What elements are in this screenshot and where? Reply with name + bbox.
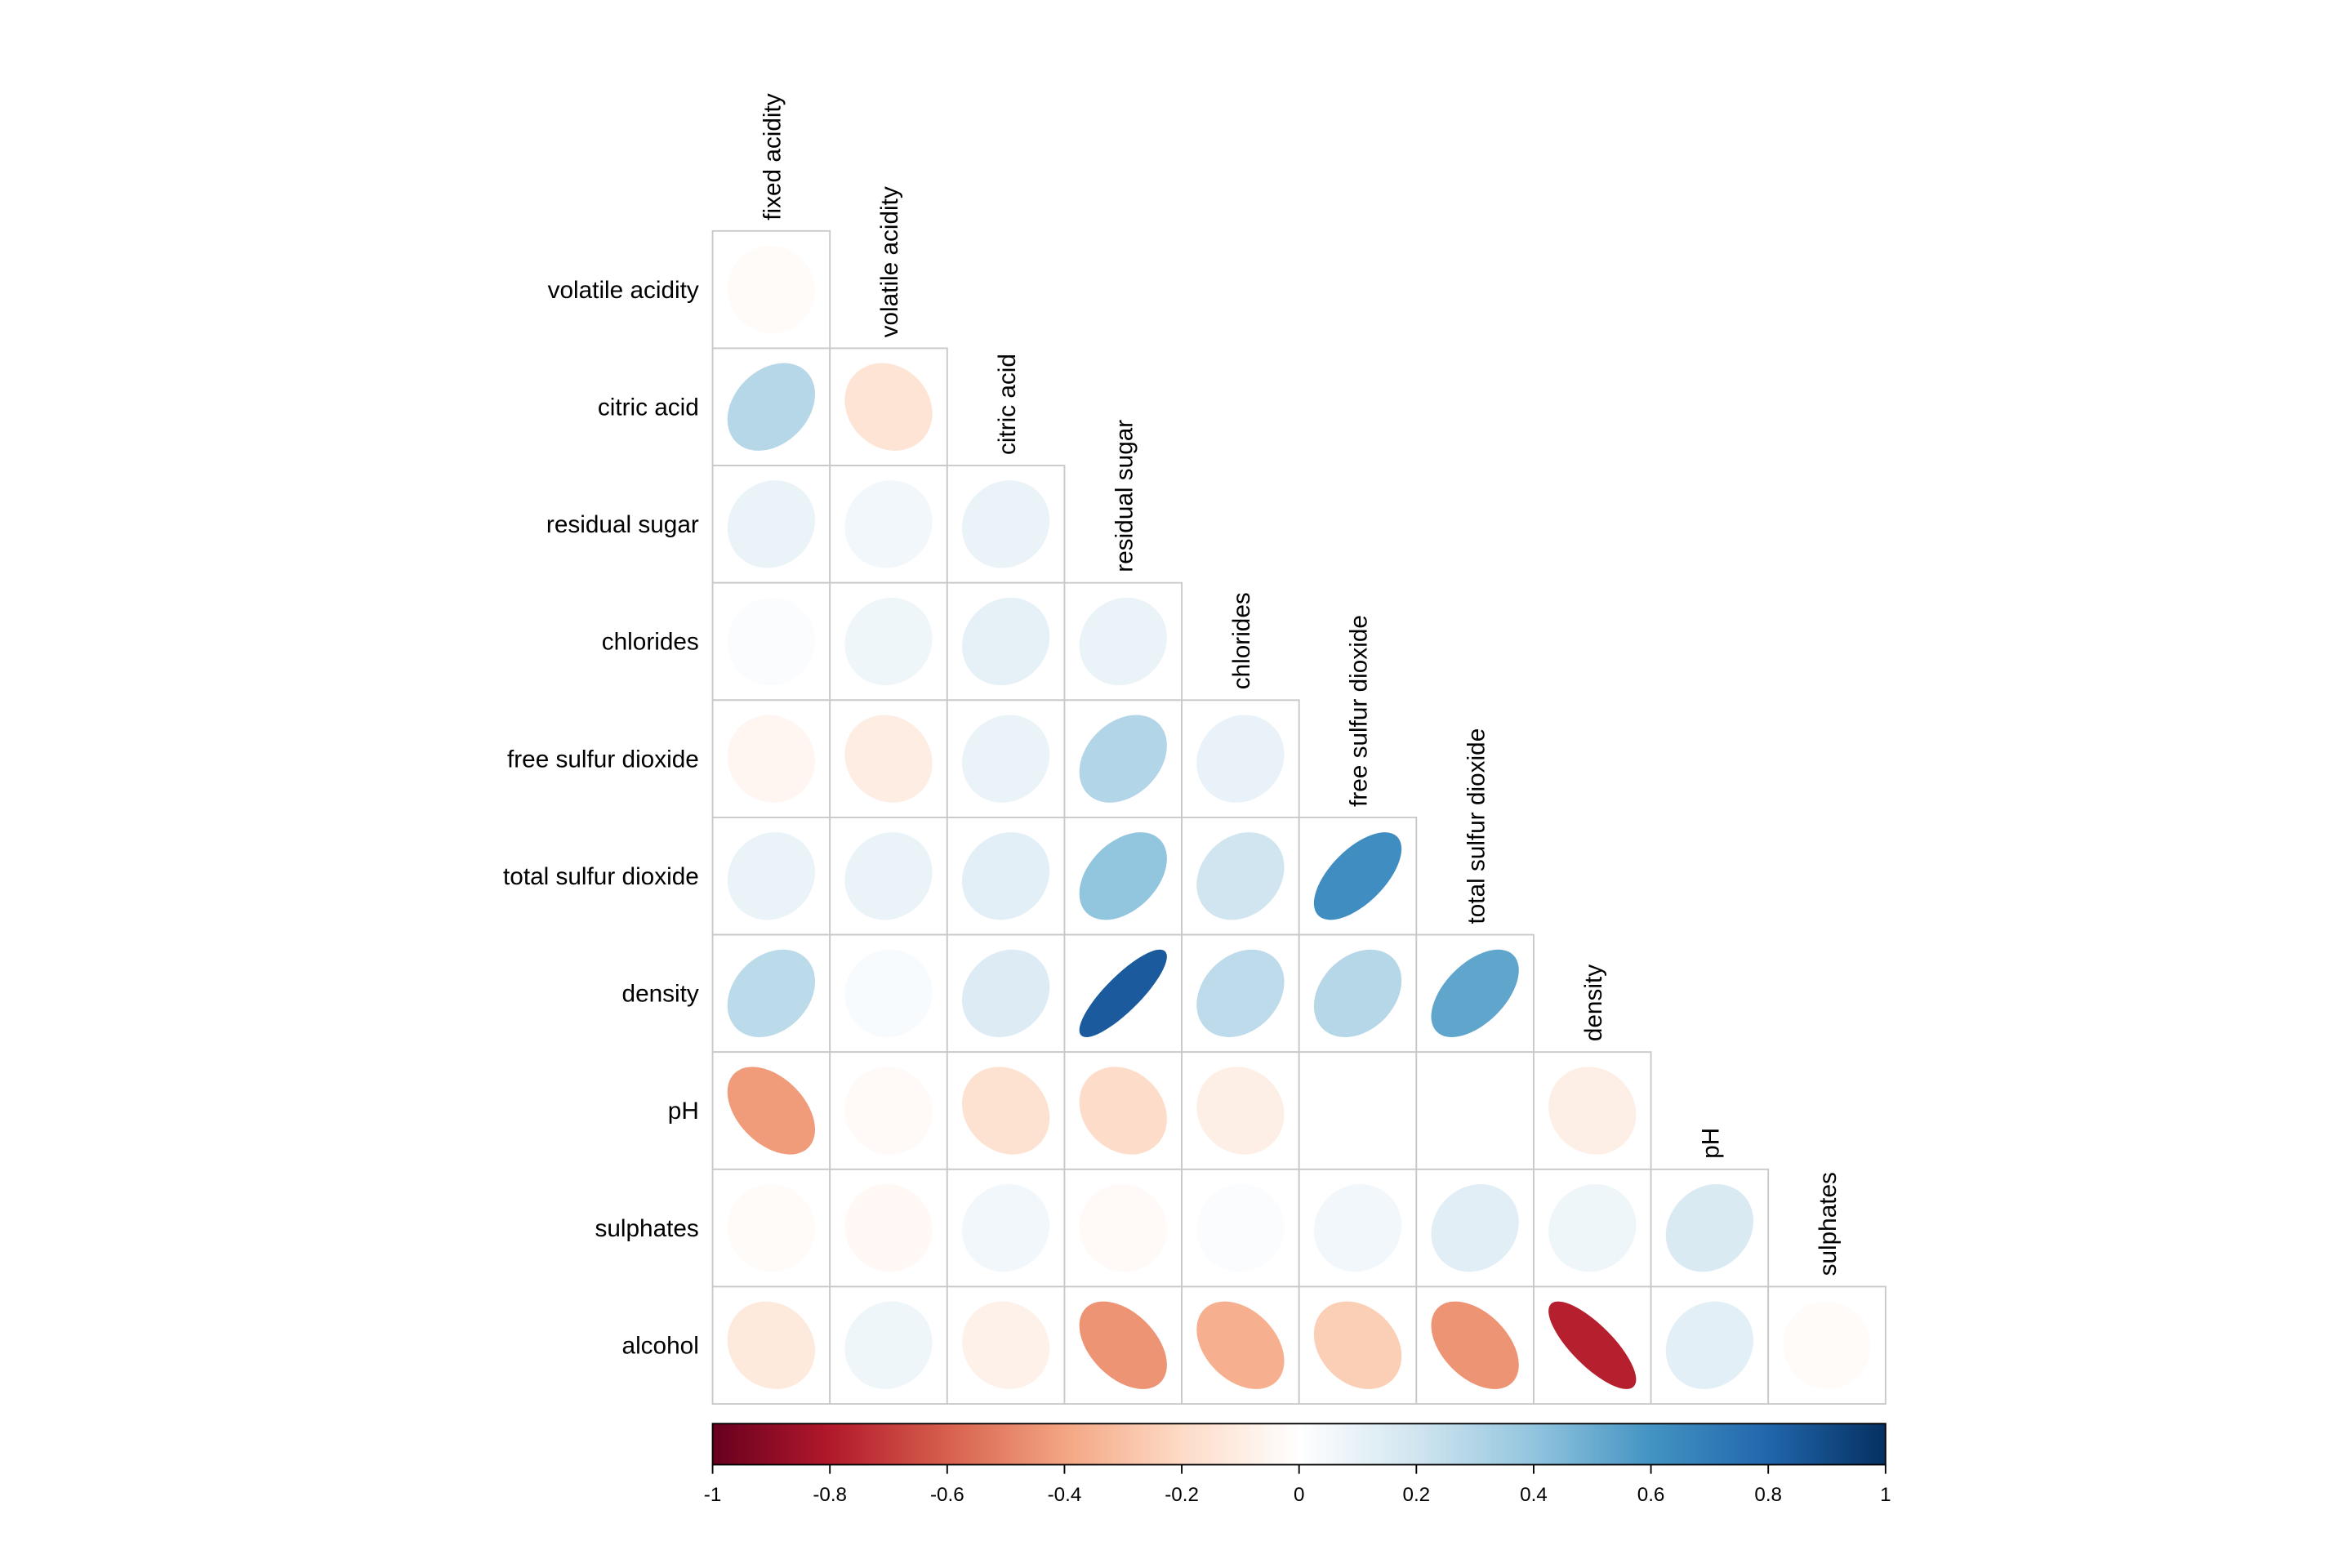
correlation-ellipse: [844, 949, 933, 1037]
correlation-ellipse: [1665, 1184, 1754, 1272]
correlation-ellipse: [1313, 832, 1402, 920]
correlation-ellipse: [727, 949, 815, 1037]
colorbar-tick-label: -0.6: [930, 1484, 964, 1506]
correlation-ellipse: [844, 1301, 933, 1389]
row-label: residual sugar: [546, 511, 699, 538]
column-label: fixed acidity: [760, 93, 786, 220]
correlation-ellipse: [1196, 715, 1285, 803]
correlation-ellipse: [844, 1067, 933, 1155]
column-label: volatile acidity: [876, 186, 903, 337]
column-label: density: [1580, 964, 1607, 1041]
correlation-ellipse: [1079, 597, 1167, 686]
row-label: chlorides: [602, 629, 699, 656]
correlation-ellipse: [727, 480, 815, 568]
correlation-ellipse: [962, 480, 1050, 568]
column-label: total sulfur dioxide: [1463, 728, 1490, 924]
correlation-ellipse: [1548, 1067, 1637, 1155]
correlation-ellipse: [1548, 1184, 1637, 1272]
correlation-ellipse: [727, 363, 815, 451]
column-label: free sulfur dioxide: [1346, 615, 1373, 807]
row-label: free sulfur dioxide: [507, 746, 699, 773]
correlation-ellipse: [727, 1067, 815, 1155]
colorbar-tick-label: 0: [1294, 1484, 1304, 1506]
correlation-ellipse: [1548, 1301, 1637, 1389]
correlation-ellipse: [1196, 1301, 1285, 1389]
correlation-ellipse: [1196, 832, 1285, 920]
correlation-ellipse: [727, 597, 815, 686]
correlation-ellipse: [1079, 949, 1167, 1037]
correlation-ellipse: [727, 1184, 815, 1272]
colorbar-tick-label: -0.4: [1048, 1484, 1082, 1506]
correlation-ellipse: [962, 832, 1050, 920]
correlation-ellipse: [1313, 1184, 1402, 1272]
correlation-ellipse: [1196, 949, 1285, 1037]
row-label: volatile acidity: [548, 277, 699, 304]
row-label: sulphates: [595, 1215, 698, 1242]
correlation-ellipse: [1431, 1184, 1519, 1272]
correlation-ellipse: [1079, 715, 1167, 803]
correlation-cells: [711, 229, 1886, 1405]
correlation-ellipse: [1431, 949, 1519, 1037]
correlation-ellipse: [1079, 1067, 1167, 1155]
column-label: sulphates: [1815, 1172, 1842, 1276]
correlation-ellipse: [1079, 1301, 1167, 1389]
column-labels: fixed acidity volatile acidity citric acid…: [760, 93, 1842, 1276]
correlation-ellipse: [962, 1301, 1050, 1389]
colorbar-tick-label: -0.8: [813, 1484, 847, 1506]
colorbar-tick-label: 0.6: [1637, 1484, 1665, 1506]
colorbar-tick-label: -1: [704, 1484, 722, 1506]
correlation-ellipse: [727, 1301, 815, 1389]
correlation-ellipse: [962, 715, 1050, 803]
row-label: density: [622, 981, 699, 1008]
row-label: pH: [668, 1098, 699, 1125]
column-label: residual sugar: [1111, 420, 1138, 572]
correlation-ellipse: [844, 832, 933, 920]
colorbar-tick-label: 0.4: [1520, 1484, 1548, 1506]
correlation-ellipse: [844, 363, 933, 451]
row-label: alcohol: [622, 1332, 699, 1359]
correlation-ellipse: [727, 245, 815, 334]
row-label: citric acid: [598, 394, 699, 421]
correlation-ellipse: [727, 832, 815, 920]
colorbar-tick-label: 0.2: [1403, 1484, 1431, 1506]
correlation-ellipse: [1431, 1067, 1519, 1155]
correlation-ellipse: [1196, 1184, 1285, 1272]
colorbar-tick-label: 1: [1880, 1484, 1891, 1506]
correlation-ellipse: [1783, 1301, 1871, 1389]
row-labels: volatile acidity citric acid residual suga…: [503, 277, 699, 1360]
correlation-ellipse: [962, 949, 1050, 1037]
correlation-ellipse: [1313, 1067, 1402, 1155]
correlation-ellipse: [1079, 832, 1167, 920]
column-label: pH: [1698, 1128, 1725, 1159]
colorbar-tick-label: 0.8: [1754, 1484, 1782, 1506]
correlation-ellipse: [844, 597, 933, 686]
correlation-ellipse: [727, 715, 815, 803]
correlation-ellipse: [962, 1184, 1050, 1272]
correlation-ellipse: [1079, 1184, 1167, 1272]
correlation-ellipse: [1313, 949, 1402, 1037]
colorbar: -1 -0.8 -0.6 -0.4 -0.2 0 0.2 0.4 0.6 0.8 1: [704, 1423, 1891, 1506]
correlation-ellipse: [962, 1067, 1050, 1155]
column-label: chlorides: [1228, 592, 1255, 689]
correlation-ellipse: [1196, 1067, 1285, 1155]
correlation-ellipse: [844, 480, 933, 568]
correlation-ellipse: [1665, 1301, 1754, 1389]
correlation-ellipse: [962, 597, 1050, 686]
row-label: total sulfur dioxide: [503, 863, 699, 890]
correlation-ellipse: [1431, 1301, 1519, 1389]
colorbar-tick-label: -0.2: [1165, 1484, 1199, 1506]
colorbar-gradient: [711, 1423, 1886, 1466]
correlation-ellipse: [1313, 1301, 1402, 1389]
correlation-ellipse: [844, 1184, 933, 1272]
correlation-ellipse: [844, 715, 933, 803]
column-label: citric acid: [994, 354, 1021, 455]
